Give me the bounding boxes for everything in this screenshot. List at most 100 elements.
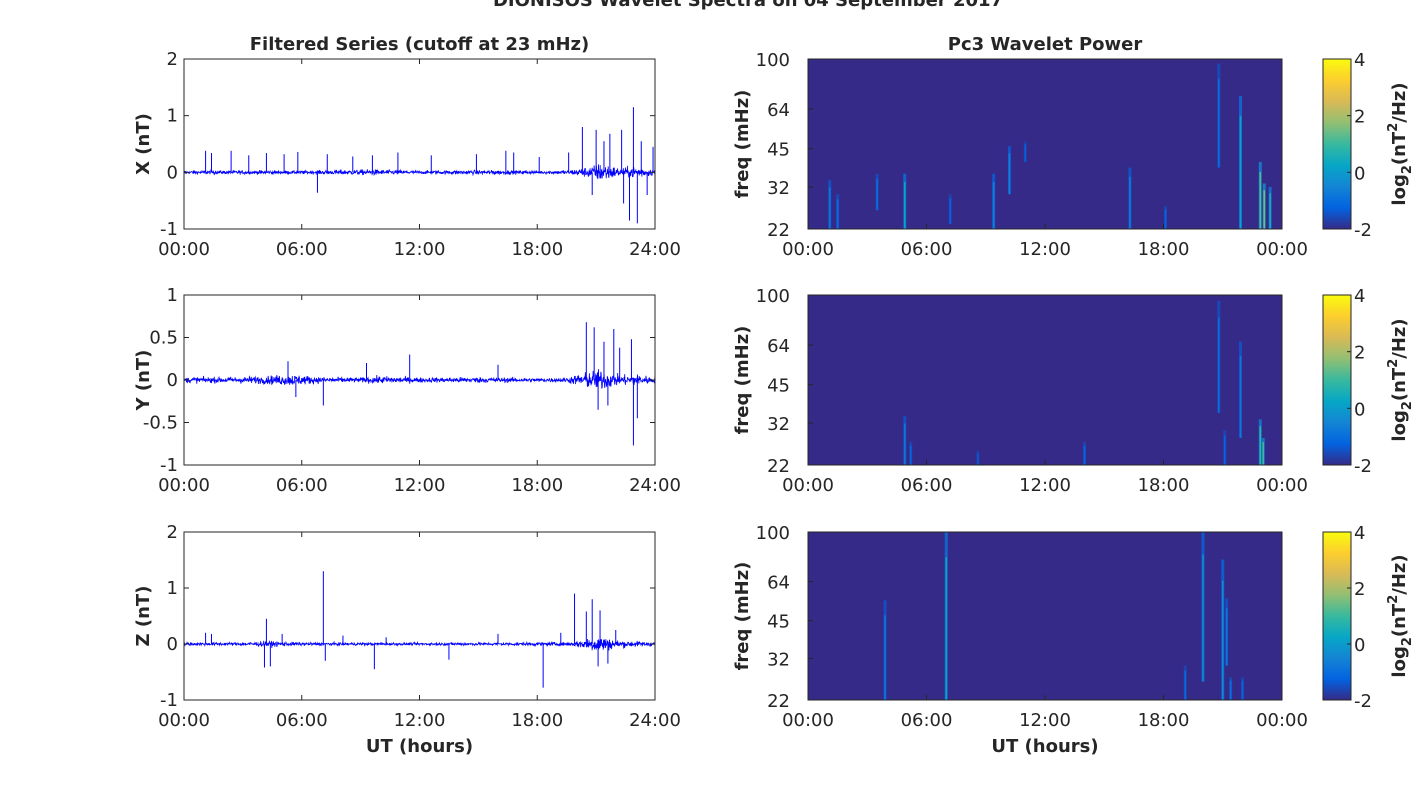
- z-series-ylabel: Z (nT): [133, 586, 154, 647]
- x-wavelet-ylabel: freq (mHz): [732, 90, 753, 199]
- x-wavelet-xtick-label-0: 00:00: [782, 239, 834, 260]
- z-series-xtick-label-0: 00:00: [158, 710, 210, 731]
- x-wavelet-streak-2: [876, 179, 878, 211]
- x-wavelet-title: Pc3 Wavelet Power: [948, 34, 1143, 55]
- x-series-ytick-label-3: 2: [167, 49, 178, 70]
- z-wavelet-streak-4: [1221, 580, 1224, 700]
- x-wavelet-xtick-label-4: 00:00: [1256, 239, 1308, 260]
- y-wavelet-ytick-label-2: 45: [767, 376, 790, 397]
- y-series-ytick-label-0: -1: [160, 455, 178, 476]
- y-series-ylabel: Y (nT): [133, 350, 154, 412]
- x-wavelet-heatmap-bg: [808, 59, 1282, 229]
- x-wavelet-streak-11: [1239, 115, 1242, 229]
- y-series-xtick-label-0: 00:00: [158, 475, 210, 496]
- z-wavelet-xlabel: UT (hours): [991, 736, 1098, 757]
- z-series-xtick-label-4: 24:00: [629, 710, 681, 731]
- x-wavelet-cbar-tick-label-0: 4: [1354, 50, 1365, 71]
- z-wavelet-ytick-label-2: 45: [767, 612, 790, 633]
- y-wavelet-streak-3: [1083, 445, 1086, 465]
- z-series-plot-bg: [184, 532, 655, 700]
- y-series-ytick-label-1: -0.5: [143, 413, 178, 434]
- z-wavelet-ytick-label-0: 100: [756, 523, 790, 544]
- x-wavelet-ytick-label-0: 100: [756, 50, 790, 71]
- x-wavelet-streak-10: [1218, 79, 1220, 168]
- x-wavelet-streak-1: [836, 199, 839, 229]
- x-wavelet-streak-6: [1008, 153, 1011, 195]
- z-series-xtick-label-1: 06:00: [276, 710, 328, 731]
- y-wavelet-cbar-tick-label-0: 4: [1354, 286, 1365, 307]
- y-wavelet-xtick-label-0: 00:00: [782, 475, 834, 496]
- z-wavelet-panel: 00:00 06:00 12:00 18:00 00:00 100 64 45 32 22 freq…: [732, 523, 1415, 757]
- z-series-ytick-label-2: 1: [167, 578, 178, 599]
- z-wavelet-cbar-tick-label-1: 2: [1354, 579, 1365, 600]
- y-wavelet-xtick-label-1: 06:00: [901, 475, 953, 496]
- x-wavelet-streak-5: [992, 182, 995, 229]
- x-wavelet-xtick-label-2: 12:00: [1019, 239, 1071, 260]
- x-series-panel: 00:00 06:00 12:00 18:00 24:00 -1 0 1 2 X (nT) Filt…: [133, 34, 681, 260]
- x-series-ylabel: X (nT): [133, 113, 154, 175]
- x-series-xtick-label-1: 06:00: [276, 239, 328, 260]
- y-wavelet-ytick-label-4: 22: [767, 456, 790, 477]
- x-wavelet-streak-14: [1269, 193, 1271, 229]
- x-wavelet-ytick-label-3: 32: [767, 178, 790, 199]
- x-wavelet-cbar-tick-label-3: -2: [1354, 220, 1372, 241]
- x-wavelet-streak-8: [1129, 176, 1131, 229]
- z-wavelet-xtick-label-0: 00:00: [782, 710, 834, 731]
- y-series-xtick-label-4: 24:00: [629, 475, 681, 496]
- z-wavelet-ytick-label-1: 64: [767, 573, 790, 594]
- y-series-ytick-label-2: 0: [167, 370, 178, 391]
- y-wavelet-streak-6: [1239, 356, 1242, 438]
- y-series-series-line: [184, 369, 655, 389]
- z-wavelet-streak-5: [1225, 608, 1228, 666]
- x-wavelet-streak-9: [1164, 209, 1167, 229]
- x-series-ytick-label-0: -1: [160, 219, 178, 240]
- x-wavelet-streak-7: [1024, 144, 1027, 162]
- y-series-ytick-label-4: 1: [167, 285, 178, 306]
- x-wavelet-streak-0: [828, 187, 831, 229]
- z-wavelet-streak-6: [1229, 680, 1232, 700]
- y-wavelet-heatmap-bg: [808, 295, 1282, 465]
- x-wavelet-colorbar-label: log2(nT2/Hz): [1386, 82, 1415, 205]
- y-series-xtick-label-3: 18:00: [511, 475, 563, 496]
- z-series-ytick-label-1: 0: [167, 634, 178, 655]
- x-series-xtick-label-4: 24:00: [629, 239, 681, 260]
- z-wavelet-xtick-label-1: 06:00: [901, 710, 953, 731]
- y-wavelet-ylabel: freq (mHz): [732, 326, 753, 435]
- x-wavelet-xtick-label-1: 06:00: [901, 239, 953, 260]
- x-series-xtick-label-0: 00:00: [158, 239, 210, 260]
- x-series-xtick-label-3: 18:00: [511, 239, 563, 260]
- y-series-ytick-label-3: 0.5: [149, 328, 178, 349]
- x-wavelet-panel: 00:00 06:00 12:00 18:00 00:00 100 64 45 32 22 freq…: [732, 34, 1415, 260]
- x-series-series-line: [184, 164, 655, 180]
- y-wavelet-colorbar-label: log2(nT2/Hz): [1386, 318, 1415, 441]
- x-wavelet-ytick-label-4: 22: [767, 220, 790, 241]
- z-wavelet-ytick-label-4: 22: [767, 691, 790, 712]
- z-wavelet-ytick-label-3: 32: [767, 649, 790, 670]
- y-wavelet-streak-0: [903, 423, 906, 465]
- z-series-xtick-label-3: 18:00: [511, 710, 563, 731]
- x-series-ytick-label-2: 1: [167, 106, 178, 127]
- y-wavelet-streak-5: [1223, 435, 1226, 465]
- y-wavelet-streak-8: [1262, 441, 1265, 465]
- x-wavelet-ytick-label-1: 64: [767, 100, 790, 121]
- z-series-panel: 00:00 06:00 12:00 18:00 24:00 -1 0 1 2 Z (nT) UT (…: [133, 522, 681, 757]
- z-series-xtick-label-2: 12:00: [394, 710, 446, 731]
- y-wavelet-ytick-label-0: 100: [756, 286, 790, 307]
- x-series-ytick-label-1: 0: [167, 162, 178, 183]
- y-wavelet-ytick-label-3: 32: [767, 414, 790, 435]
- z-wavelet-colorbar: [1322, 531, 1352, 701]
- y-wavelet-cbar-tick-label-2: 0: [1354, 399, 1365, 420]
- x-wavelet-streak-13: [1263, 190, 1266, 229]
- x-wavelet-colorbar: [1322, 58, 1352, 230]
- z-wavelet-xtick-label-2: 12:00: [1019, 710, 1071, 731]
- y-wavelet-xtick-label-4: 00:00: [1256, 475, 1308, 496]
- x-wavelet-cbar-tick-label-1: 2: [1354, 107, 1365, 128]
- z-wavelet-colorbar-label: log2(nT2/Hz): [1386, 554, 1415, 677]
- z-wavelet-streak-0: [884, 615, 886, 700]
- y-wavelet-colorbar: [1322, 294, 1352, 466]
- z-wavelet-streak-3: [1202, 554, 1204, 682]
- z-wavelet-streak-1: [945, 557, 948, 700]
- z-wavelet-cbar-tick-label-0: 4: [1354, 523, 1365, 544]
- x-wavelet-cbar-tick-label-2: 0: [1354, 163, 1365, 184]
